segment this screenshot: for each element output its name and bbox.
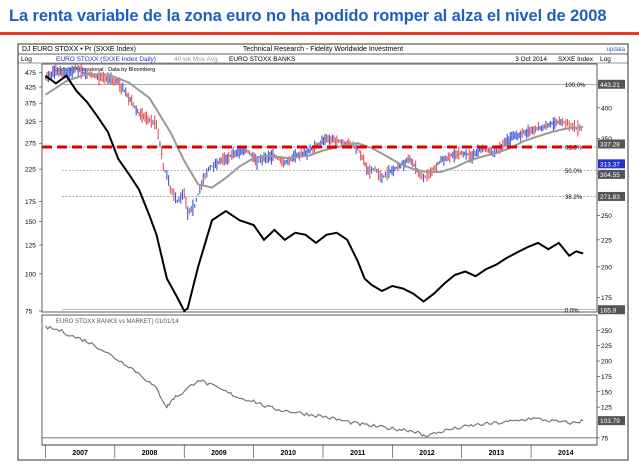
upper-left-axis: 475 425 375 325 275 225 175 150 125 100 75 (25, 70, 42, 316)
value-tag (598, 169, 625, 179)
right-axis-title: Log (600, 56, 611, 63)
left-axis-title: Log (21, 56, 32, 63)
header-index-label: DJ EURO STOXX • Pr (SXXE Index) (22, 46, 136, 53)
value-tag (598, 79, 625, 89)
left-axis-tick-label: 175 (25, 199, 36, 206)
lower-panel-title: EURO STOXX BANKS vs MARKET) 01/01/14 (56, 319, 179, 325)
value-tag (598, 191, 625, 201)
value-tag-label: 165.9 (600, 307, 617, 314)
chart-outer-frame (17, 43, 629, 461)
left-axis-tick-label: 475 (25, 70, 36, 77)
right-value-tags: 443.21 337.28 313.37 304.55 271.83 165.9 103.7… (598, 79, 625, 426)
right-axis-tick-label: 175 (601, 295, 612, 302)
ratio-value-tag (598, 416, 625, 426)
x-axis: 2007 2008 2009 2010 2011 2012 2013 2014 (42, 444, 597, 458)
brand-logo: updata (607, 47, 626, 53)
lower-axis-tick-label: 225 (601, 343, 612, 350)
left-axis-tick-label: 225 (25, 167, 36, 174)
x-axis-tick-label: 2009 (211, 450, 227, 457)
lower-axis-tick-label: 150 (601, 389, 612, 396)
legend-moving-average: 40 wk Mov Avg (174, 56, 218, 63)
value-tag-label: 304.55 (600, 172, 620, 179)
ratio-value-tag-label: 103.79 (600, 418, 620, 425)
title-underline (0, 32, 639, 35)
relative-strength-line (45, 325, 584, 438)
lower-axis-tick-label: 75 (601, 435, 609, 442)
value-tag (598, 139, 625, 149)
retracement-level-label: 38.2% (565, 195, 583, 201)
legend-index-series: EURO STOXX (SXXE Index Daily) (56, 56, 156, 63)
right-axis-tick-label: 400 (601, 105, 612, 112)
header-ticker: SXXE Index (558, 56, 594, 63)
left-axis-tick-label: 100 (25, 271, 36, 278)
x-axis-tick-label: 2007 (72, 450, 88, 457)
x-axis-tick-label: 2014 (558, 450, 574, 457)
data-source-note: Updata Professional : Data by Bloomberg (54, 67, 155, 73)
left-axis-tick-label: 325 (25, 119, 36, 126)
banks-index-line (44, 74, 584, 313)
x-axis-tick-label: 2013 (489, 450, 505, 457)
value-tag-label: 337.28 (600, 141, 620, 148)
left-axis-tick-label: 375 (25, 101, 36, 108)
lower-axis-tick-label: 200 (601, 359, 612, 366)
headline: La renta variable de la zona euro no ha … (9, 7, 607, 25)
x-axis-tick-label: 2012 (419, 450, 435, 457)
left-axis-tick-label: 125 (25, 243, 36, 250)
retracement-level-label: 100.0% (565, 83, 586, 89)
value-tag (598, 159, 625, 169)
left-axis-tick-label: 75 (25, 309, 33, 316)
lower-axis-tick-label: 125 (601, 405, 612, 412)
retracement-level-label: 50.0% (565, 169, 583, 175)
right-axis-tick-label: 225 (601, 237, 612, 244)
header-date: 3 Oct 2014 (515, 56, 547, 63)
value-tag-label: 313.37 (600, 161, 620, 168)
x-axis-tick-label: 2008 (142, 450, 158, 457)
lower-axis-tick-label: 250 (601, 328, 612, 335)
value-tag (598, 305, 625, 315)
value-tag-label: 443.21 (600, 82, 620, 89)
header-center-label: Technical Research - Fidelity Worldwide … (243, 46, 403, 53)
legend-banks-series: EURO STOXX BANKS (229, 56, 296, 63)
retracement-level-label: 0.0% (565, 308, 579, 314)
right-axis-tick-label: 200 (601, 264, 612, 271)
right-axis-tick-label: 250 (601, 213, 612, 220)
x-axis-tick-label: 2011 (350, 450, 365, 457)
left-axis-tick-label: 150 (25, 219, 36, 226)
left-axis-tick-label: 275 (25, 141, 36, 148)
value-tag-label: 271.83 (600, 194, 620, 201)
upper-plot-frame (41, 63, 598, 313)
left-axis-tick-label: 425 (25, 84, 36, 91)
technical-chart: DJ EURO STOXX • Pr (SXXE Index) Technica… (17, 43, 629, 461)
lower-axis-tick-label: 175 (601, 374, 612, 381)
x-axis-tick-label: 2010 (280, 450, 296, 457)
